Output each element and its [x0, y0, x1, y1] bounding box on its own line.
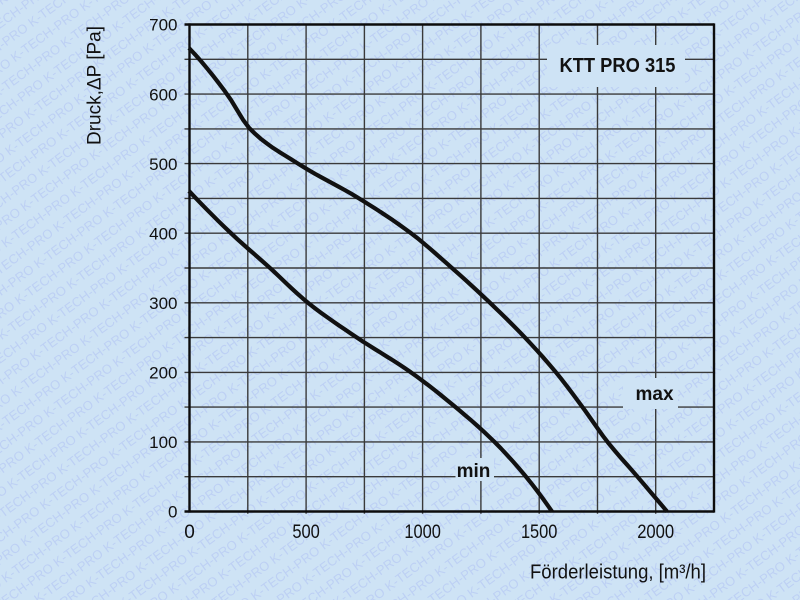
svg-text:2000: 2000	[637, 522, 674, 543]
svg-text:max: max	[635, 384, 673, 405]
svg-text:min: min	[457, 461, 491, 482]
svg-text:Druck,ΔP [Pa]: Druck,ΔP [Pa]	[85, 26, 106, 145]
svg-text:200: 200	[149, 364, 177, 383]
svg-text:400: 400	[149, 224, 177, 243]
svg-text:600: 600	[149, 85, 177, 104]
svg-text:Förderleistung, [m³/h]: Förderleistung, [m³/h]	[530, 562, 706, 584]
svg-text:500: 500	[292, 522, 320, 543]
svg-text:100: 100	[149, 433, 177, 452]
svg-text:0: 0	[184, 522, 195, 543]
svg-text:300: 300	[149, 294, 177, 313]
svg-text:1500: 1500	[521, 522, 558, 543]
svg-text:1000: 1000	[404, 522, 441, 543]
svg-text:700: 700	[149, 16, 177, 35]
svg-text:KTT PRO 315: KTT PRO 315	[560, 54, 676, 77]
svg-text:500: 500	[149, 155, 177, 174]
svg-text:0: 0	[168, 503, 177, 522]
